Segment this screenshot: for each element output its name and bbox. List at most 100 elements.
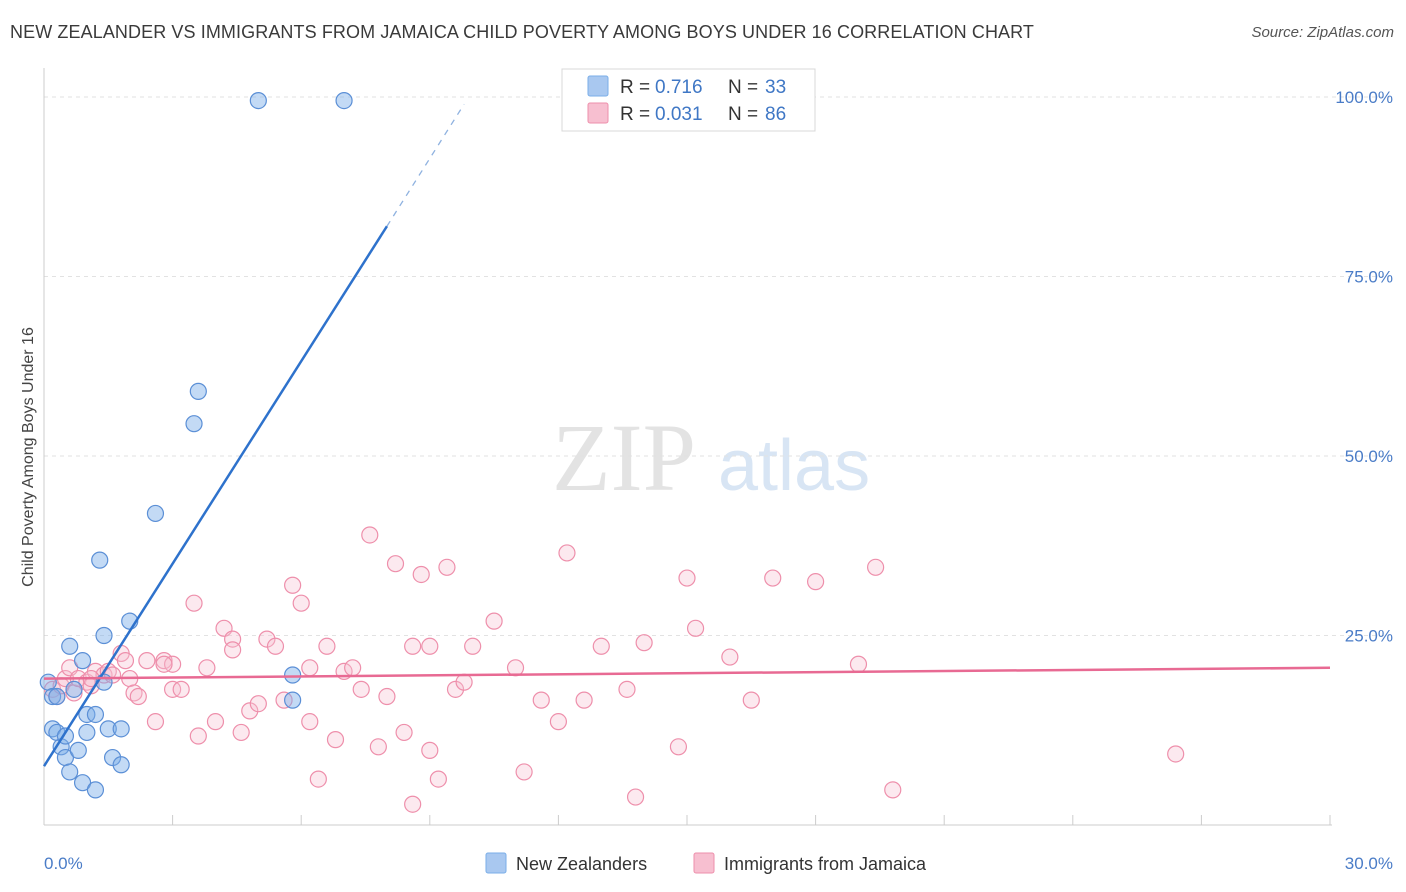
- data-point: [446, 680, 465, 698]
- data-point: [421, 741, 439, 759]
- data-point: [69, 741, 87, 759]
- data-point: [232, 723, 250, 742]
- data-point: [404, 795, 422, 813]
- data-point: [455, 673, 473, 691]
- data-point: [138, 652, 156, 670]
- legend-r-label-2: R =: [620, 104, 650, 125]
- data-point: [301, 659, 319, 677]
- data-point: [485, 612, 503, 630]
- data-point: [189, 382, 207, 400]
- watermark-atlas: atlas: [718, 426, 870, 506]
- data-point: [678, 569, 696, 587]
- data-point: [224, 641, 242, 659]
- data-point: [464, 637, 482, 655]
- legend-r-value-2: 0.031: [655, 104, 703, 125]
- legend-n-label-2: N =: [728, 104, 758, 125]
- source-label: Source: ZipAtlas.com: [1251, 24, 1394, 41]
- data-point: [73, 774, 92, 792]
- data-point: [849, 655, 868, 673]
- data-point: [412, 565, 430, 584]
- bottom-legend-label-1: New Zealanders: [516, 854, 647, 874]
- data-point: [438, 558, 456, 576]
- data-point: [48, 687, 66, 706]
- y-tick-label: 25.0%: [1345, 627, 1393, 646]
- data-point: [266, 637, 285, 655]
- legend-n-label-1: N =: [728, 77, 758, 98]
- data-point: [249, 695, 267, 713]
- data-point: [112, 756, 130, 774]
- data-point: [129, 687, 147, 706]
- data-point: [806, 573, 825, 591]
- series-legend: New Zealanders Immigrants from Jamaica: [485, 852, 927, 874]
- data-point: [185, 415, 203, 433]
- data-point: [198, 659, 216, 677]
- data-point: [86, 781, 105, 799]
- legend-n-value-1: 33: [765, 77, 786, 98]
- data-point: [742, 691, 760, 709]
- data-point: [352, 680, 370, 698]
- data-point: [404, 637, 422, 655]
- data-point: [429, 770, 447, 788]
- data-point: [592, 637, 610, 655]
- data-point: [91, 551, 109, 569]
- data-point: [721, 648, 739, 666]
- data-point: [78, 723, 96, 742]
- bottom-legend-swatch-pink: [693, 852, 715, 874]
- data-points: [39, 91, 1185, 813]
- data-point: [369, 738, 387, 756]
- data-point: [86, 705, 105, 724]
- data-point: [116, 652, 135, 670]
- data-point: [241, 702, 259, 720]
- data-point: [301, 713, 319, 731]
- data-point: [43, 687, 62, 706]
- data-point: [284, 666, 302, 684]
- data-point: [284, 691, 302, 709]
- data-point: [686, 619, 705, 637]
- data-point: [99, 720, 117, 738]
- data-point: [549, 713, 568, 731]
- data-point: [309, 770, 327, 788]
- trend-line-new-zealanders-extension: [386, 103, 465, 227]
- data-point: [669, 738, 688, 756]
- data-point: [635, 634, 653, 652]
- data-point: [284, 576, 302, 594]
- data-point: [386, 555, 405, 573]
- data-point: [172, 680, 190, 698]
- data-point: [335, 91, 353, 110]
- data-point: [558, 544, 576, 562]
- data-point: [155, 655, 173, 673]
- data-point: [61, 763, 79, 781]
- data-point: [258, 630, 276, 648]
- data-point: [65, 680, 83, 698]
- correlation-legend: R = 0.716 N = 33 R = 0.031 N = 86: [561, 68, 816, 132]
- legend-swatch-blue: [587, 75, 609, 97]
- data-point: [764, 569, 782, 587]
- data-point: [361, 526, 379, 544]
- y-tick-label: 75.0%: [1345, 268, 1393, 287]
- data-point: [378, 687, 396, 706]
- trend-line-immigrants-from-jamaica: [43, 666, 1331, 680]
- data-point: [189, 727, 207, 745]
- data-point: [249, 91, 267, 110]
- data-point: [575, 691, 593, 709]
- y-tick-label: 100.0%: [1335, 88, 1393, 107]
- data-point: [532, 691, 550, 709]
- y-axis-label: Child Poverty Among Boys Under 16: [20, 327, 37, 587]
- x-tick-label: 30.0%: [1345, 854, 1393, 873]
- data-point: [206, 713, 225, 731]
- data-point: [146, 713, 165, 731]
- data-point: [146, 504, 165, 523]
- data-point: [318, 637, 336, 655]
- axes: [43, 68, 1332, 826]
- data-point: [626, 788, 645, 806]
- data-point: [39, 673, 57, 691]
- bottom-legend-label-2: Immigrants from Jamaica: [724, 854, 927, 874]
- data-point: [884, 781, 902, 799]
- data-point: [73, 652, 92, 670]
- data-point: [421, 637, 439, 655]
- data-point: [867, 558, 885, 576]
- data-point: [292, 594, 310, 612]
- legend-n-value-2: 86: [765, 104, 786, 125]
- grid-lines: [44, 96, 1390, 636]
